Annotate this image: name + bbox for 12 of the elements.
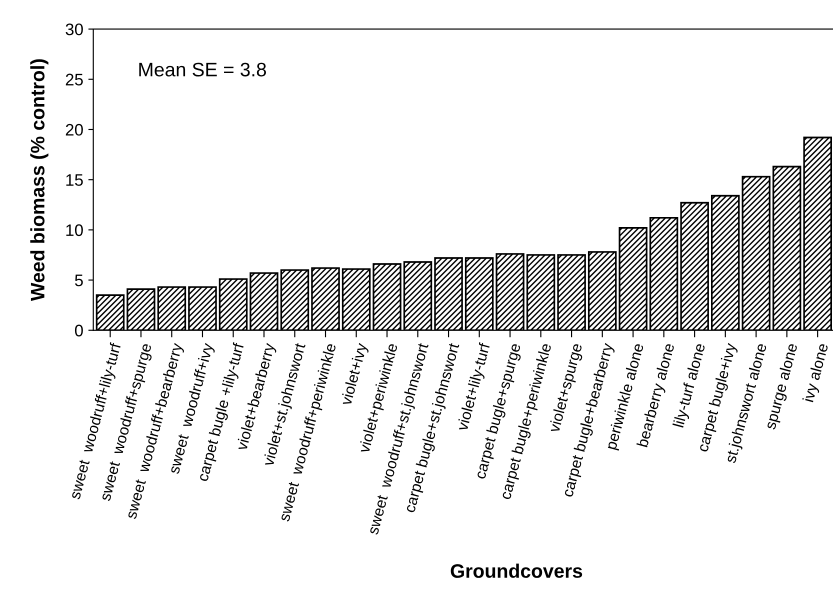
y-tick-label: 15 [66,174,83,186]
y-tick-label: 10 [66,224,83,236]
x-tick-label: spurge alone [766,343,798,430]
y-tick-label: 25 [66,74,83,86]
annotation: Mean SE = 3.8 [139,62,266,76]
y-tick-label: 5 [74,274,83,286]
y-tick-label: 20 [66,124,83,136]
y-axis-title: Weed biomass (% control) [30,59,48,302]
x-tick-label: ivy alone [802,342,832,404]
y-tick-label: 30 [66,23,83,36]
x-axis-title: Groundcovers [450,564,582,578]
y-tick-label: 0 [74,324,83,336]
